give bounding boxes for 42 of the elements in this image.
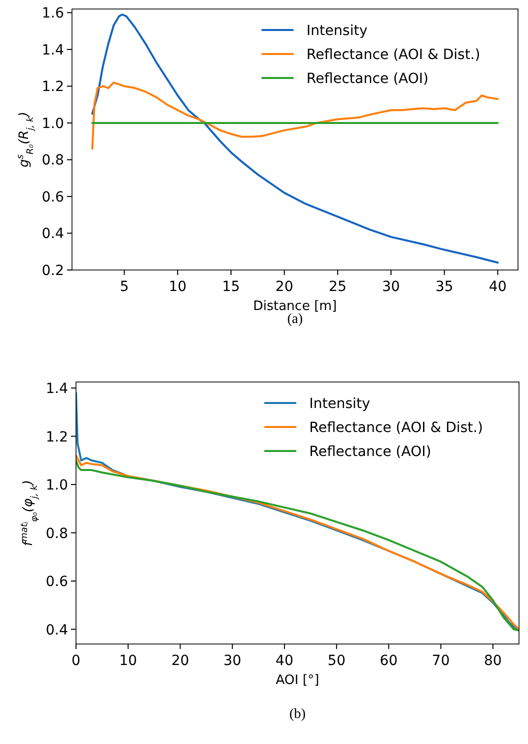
y-tick-label: 1.4 — [42, 42, 64, 58]
x-tick-label: 25 — [328, 279, 347, 295]
text: (a) — [287, 312, 304, 327]
x-tick-label: 50 — [328, 653, 346, 669]
x-tick-label: 40 — [276, 653, 294, 669]
x-tick-label: 30 — [382, 279, 400, 295]
legend-label: Intensity — [309, 396, 370, 412]
legend-label: Reflectance (AOI) — [306, 71, 429, 87]
y-tick-label: 1.2 — [42, 79, 64, 96]
x-tick-label: 20 — [171, 653, 190, 669]
x-tick-label: 30 — [223, 653, 242, 669]
y-tick-label: 0.8 — [42, 152, 64, 169]
legend-label: Reflectance (AOI & Dist.) — [309, 420, 483, 436]
x-axis-title: Distance [m] — [253, 299, 337, 314]
x-tick-label: 0 — [72, 653, 80, 669]
x-tick-label: 40 — [488, 279, 507, 295]
x-tick-label: 10 — [119, 653, 138, 669]
line-series — [91, 14, 499, 264]
y-tick-label: 1.0 — [46, 478, 68, 494]
x-tick-label: 70 — [432, 653, 450, 669]
legend-label: Reflectance (AOI) — [309, 444, 432, 460]
y-tick-label: 0.4 — [46, 622, 68, 638]
x-axis-title: AOI [°] — [276, 673, 320, 688]
y-tick-label: 1.4 — [46, 381, 68, 398]
y-tick-label: 0.6 — [46, 574, 68, 590]
text: (b) — [289, 707, 306, 722]
legend-label: Reflectance (AOI & Dist.) — [306, 47, 480, 63]
x-tick-label: 60 — [380, 653, 398, 669]
x-tick-label: 15 — [222, 279, 240, 295]
y-tick-label: 1.6 — [42, 6, 64, 22]
y-tick-label: 1.2 — [46, 429, 68, 446]
legend-label: Intensity — [306, 23, 368, 39]
y-tick-label: 0.4 — [42, 226, 64, 242]
y-tick-label: 0.2 — [42, 263, 64, 279]
x-tick-label: 35 — [435, 279, 454, 295]
x-tick-label: 20 — [275, 279, 294, 295]
x-tick-label: 80 — [484, 653, 502, 669]
x-tick-label: 10 — [168, 279, 187, 295]
y-tick-label: 1.0 — [42, 116, 64, 132]
x-tick-label: 5 — [120, 279, 129, 295]
y-tick-label: 0.6 — [42, 189, 64, 206]
y-tick-label: 0.8 — [46, 526, 68, 542]
